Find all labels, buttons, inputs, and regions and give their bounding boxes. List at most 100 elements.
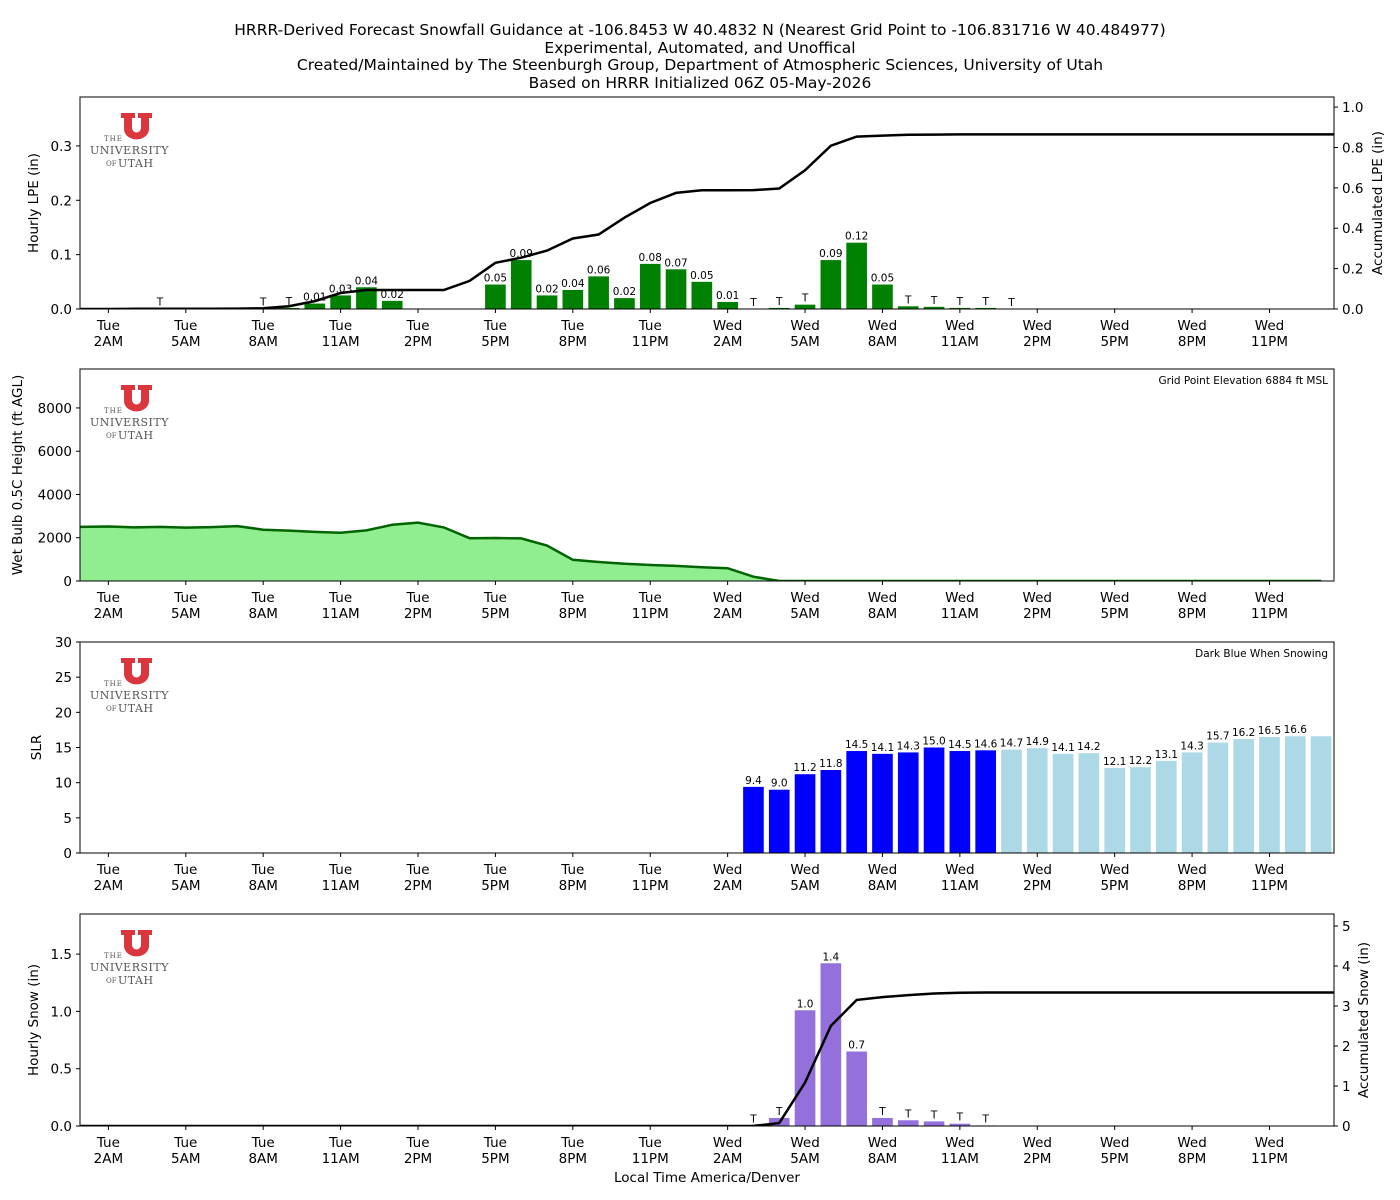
hourly-snow-bar: [923, 1121, 945, 1126]
x-tick-label-day: Wed: [1255, 862, 1284, 878]
snow-y-tick-label: 1.0: [51, 1004, 72, 1020]
x-tick-label-day: Wed: [868, 590, 897, 606]
x-tick-label-day: Tue: [560, 590, 584, 606]
slr-y-tick-label: 25: [55, 670, 72, 686]
x-tick-label-day: Tue: [483, 590, 507, 606]
slr-data-label: 15.7: [1206, 731, 1229, 743]
hourly-snow-data-label: 0.7: [848, 1040, 865, 1052]
elevation-annotation: Grid Point Elevation 6884 ft MSL: [1159, 375, 1329, 387]
hourly-lpe-bar: [691, 281, 713, 309]
hourly-snow-bar: [846, 1051, 867, 1126]
x-tick-label-time: 5AM: [171, 878, 200, 894]
utah-u-icon: [121, 113, 152, 140]
x-tick-label-day: Wed: [713, 590, 742, 606]
x-tick-label-time: 8AM: [868, 1151, 897, 1167]
slr-bar: [820, 770, 842, 853]
slr-data-label: 12.2: [1129, 755, 1152, 767]
hourly-lpe-data-label: T: [259, 296, 267, 308]
hourly-lpe-data-label: 0.07: [664, 257, 687, 269]
slr-bar: [872, 753, 893, 853]
slr-data-label: 15.0: [922, 736, 945, 748]
slr-y-tick-label: 20: [55, 705, 72, 721]
hourly-lpe-bar: [949, 307, 971, 309]
slr-data-label: 14.5: [948, 739, 971, 751]
x-tick-label-day: Wed: [1255, 1135, 1284, 1151]
figure-subtitle-credit: Created/Maintained by The Steenburgh Gro…: [296, 56, 1104, 74]
hourly-lpe-bar: [536, 295, 558, 309]
x-tick-label-time: 5AM: [790, 606, 819, 622]
x-tick-label-day: Wed: [868, 318, 897, 334]
hourly-lpe-bar: [975, 307, 996, 309]
x-tick-label-time: 2PM: [404, 606, 432, 622]
lpe-y-right-tick-label: 0.0: [1342, 302, 1363, 318]
x-tick-label-time: 5PM: [1100, 606, 1128, 622]
slr-bar: [975, 750, 996, 853]
logo-university: UNIVERSITY: [90, 144, 169, 157]
lpe-y-right-tick-label: 0.2: [1342, 262, 1363, 278]
hourly-lpe-data-label: T: [930, 295, 938, 307]
x-tick-label-day: Wed: [713, 318, 742, 334]
slr-data-label: 16.2: [1232, 727, 1255, 739]
x-tick-label-day: Tue: [405, 318, 429, 334]
slr-data-label: 16.5: [1258, 725, 1281, 737]
x-tick-label-day: Wed: [1177, 318, 1206, 334]
hourly-snow-accumulated-line: [80, 991, 1334, 1126]
panel-hourly-snow: T T 1.0 1.4 0.7 T T T T T 0.0 0.5 1.0 1.5 0 1 2 3 4 5 Hourly…: [26, 913, 1372, 1167]
lpe-y-right-tick-label: 0.4: [1342, 221, 1363, 237]
x-tick-label-time: 11AM: [941, 334, 979, 350]
logo-the: THE: [104, 680, 123, 688]
snow-y-right-tick-label: 2: [1342, 1039, 1351, 1055]
x-tick-label-time: 8PM: [559, 606, 587, 622]
hourly-snow-bar: [949, 1123, 971, 1126]
x-tick-label-time: 5PM: [481, 334, 509, 350]
hourly-lpe-data-label: T: [749, 297, 757, 309]
slr-bar: [1310, 736, 1332, 853]
x-tick-label-time: 11AM: [941, 606, 979, 622]
x-tick-label-time: 2AM: [713, 1151, 742, 1167]
snow-y-right-label: Accumulated Snow (in): [1356, 942, 1372, 1098]
logo-university: UNIVERSITY: [90, 961, 169, 974]
panel-hourly-lpe: T T T 0.010.030.040.020.050.090.02 0.040.060…: [26, 96, 1386, 350]
logo-of: OF: [106, 160, 117, 168]
hourly-snow-bar: [794, 1010, 816, 1126]
x-tick-label-day: Wed: [868, 1135, 897, 1151]
wetbulb-y-tick-label: 6000: [38, 444, 72, 460]
x-tick-label-time: 11PM: [632, 878, 669, 894]
lpe-y-right-label: Accumulated LPE (in): [1370, 131, 1386, 275]
hourly-lpe-bar: [897, 306, 919, 309]
x-tick-label-time: 2PM: [1023, 606, 1051, 622]
utah-u-icon: [121, 930, 152, 957]
x-tick-label-time: 11AM: [941, 1151, 979, 1167]
hourly-lpe-data-label: 0.06: [587, 264, 611, 276]
slr-y-tick-label: 10: [55, 776, 72, 792]
x-tick-label-day: Tue: [560, 318, 584, 334]
lpe-y-label: Hourly LPE (in): [26, 153, 42, 253]
x-tick-label-day: Tue: [483, 862, 507, 878]
x-tick-label-time: 8AM: [248, 878, 277, 894]
wetbulb-y-tick-label: 0: [63, 574, 72, 590]
hourly-snow-bars: [743, 963, 996, 1126]
x-tick-label-time: 11PM: [1251, 878, 1288, 894]
plot-frame: [79, 913, 1335, 1127]
x-tick-label-time: 5AM: [790, 878, 819, 894]
figure-subtitle-init: Based on HRRR Initialized 06Z 05-May-202…: [528, 73, 872, 92]
slr-data-label: 12.1: [1103, 756, 1126, 768]
x-tick-label-time: 11AM: [322, 334, 360, 350]
hourly-lpe-data-label: T: [156, 296, 164, 308]
x-tick-label-day: Wed: [1100, 590, 1129, 606]
x-tick-label-time: 2PM: [404, 334, 432, 350]
slr-bar: [949, 751, 971, 853]
logo-university: UNIVERSITY: [90, 416, 169, 429]
x-tick-label-time: 11PM: [632, 606, 669, 622]
x-tick-label-day: Tue: [483, 1135, 507, 1151]
x-tick-label-time: 2AM: [713, 878, 742, 894]
x-tick-label-day: Wed: [790, 318, 819, 334]
hourly-lpe-bar: [330, 295, 351, 309]
x-tick-label-time: 8AM: [248, 334, 277, 350]
slr-data-label: 9.4: [745, 775, 762, 787]
x-tick-label-time: 5PM: [481, 1151, 509, 1167]
hourly-lpe-bar: [768, 307, 790, 309]
